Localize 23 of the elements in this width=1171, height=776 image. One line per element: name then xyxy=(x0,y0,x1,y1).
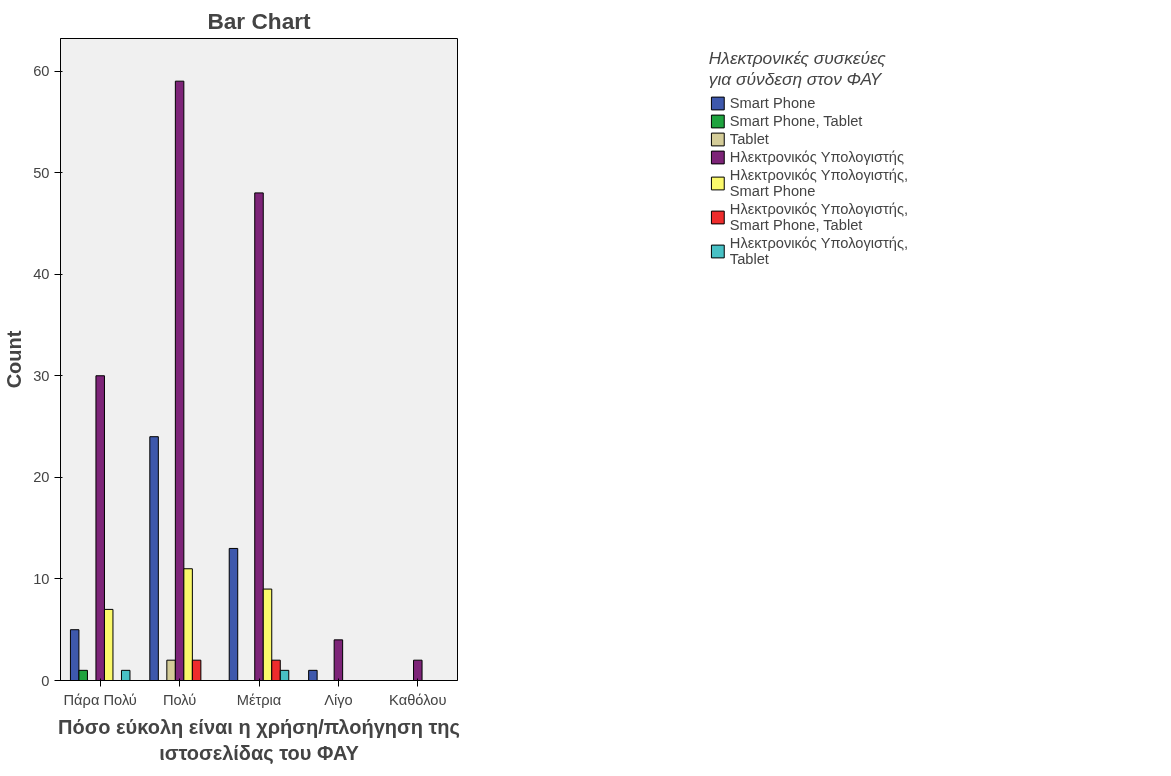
y-tick-label: 0 xyxy=(41,672,50,689)
x-tick-label: Πολύ xyxy=(162,691,197,708)
legend-label: Smart Phone xyxy=(729,95,816,111)
legend-title: Ηλεκτρονικές συσκεύες για σύνδεση στον ΦΑΥ xyxy=(708,48,887,90)
legend-label: Ηλεκτρονικός Υπολογιστής, Smart Phone, Tablet xyxy=(729,201,909,233)
x-tick-label: Μέτρια xyxy=(236,691,282,708)
legend-label: Ηλεκτρονικός Υπολογιστής xyxy=(729,149,905,165)
legend-label: Tablet xyxy=(729,131,769,147)
x-tick-label: Πάρα Πολύ xyxy=(63,691,137,708)
y-tick-label: 40 xyxy=(33,266,50,283)
y-tick-label: 50 xyxy=(33,164,50,181)
y-tick-label: 20 xyxy=(33,469,50,486)
y-tick-label: 10 xyxy=(33,570,50,587)
y-tick-label: 60 xyxy=(33,63,50,80)
x-tick-label: Καθόλου xyxy=(389,691,447,708)
legend-label: Smart Phone, Tablet xyxy=(729,113,863,129)
y-tick-label: 30 xyxy=(33,367,50,384)
y-axis-title: Count xyxy=(3,330,26,389)
x-tick-label: Λίγο xyxy=(324,691,353,708)
x-axis-title: Πόσο εύκολη είναι η χρήση/πλοήγηση της ιστοσελίδας του ΦΑΥ xyxy=(58,715,460,764)
legend-label: Ηλεκτρονικός Υπολογιστής, Smart Phone xyxy=(729,167,909,199)
legend-label: Ηλεκτρονικός Υπολογιστής, Tablet xyxy=(729,235,909,267)
chart-title: Bar Chart xyxy=(207,7,312,34)
